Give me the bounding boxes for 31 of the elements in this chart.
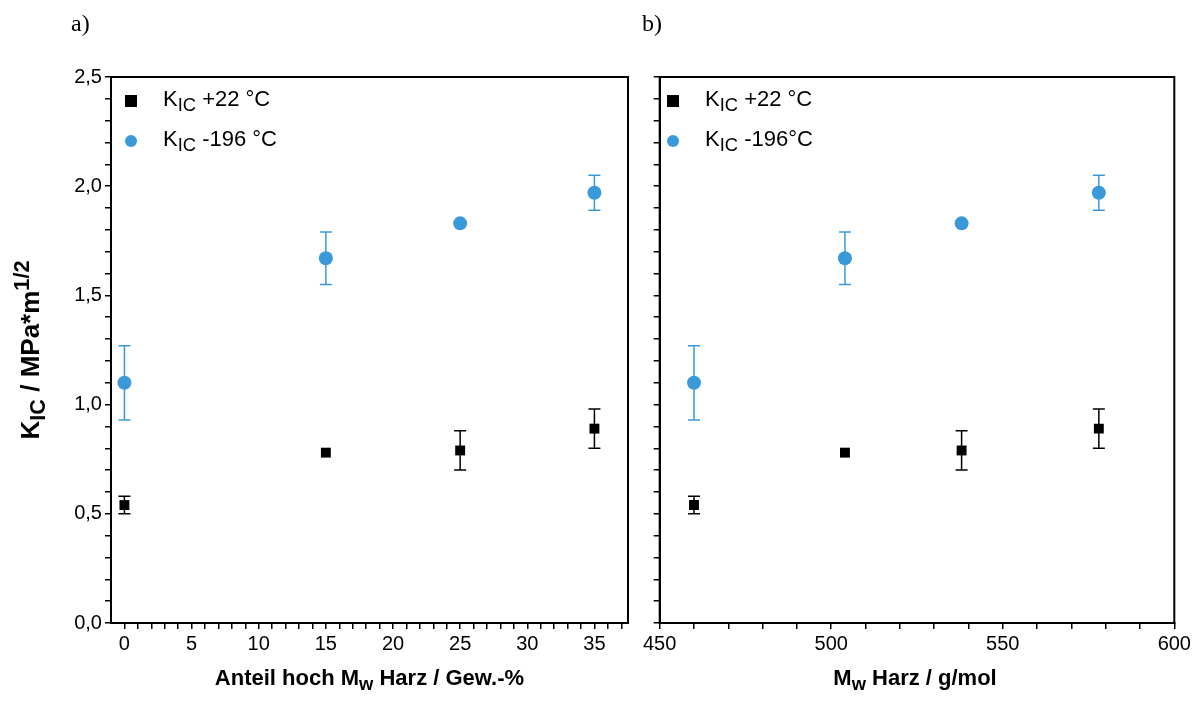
y-tick-label: 0,0 — [74, 610, 102, 633]
y-tick-label: 1,5 — [74, 282, 102, 305]
point — [320, 447, 331, 458]
x-tick-label: 20 — [381, 631, 405, 654]
point — [840, 447, 850, 458]
x-tick-label: 550 — [986, 631, 1020, 654]
x-tick-label: 35 — [583, 631, 606, 654]
legend-label: K$_{IC}$ +22 °C — [705, 85, 813, 117]
chart-title: a) — [71, 10, 90, 37]
legend-label: K$_{IC}$ +22 °C — [163, 85, 271, 117]
x-axis-title: M$_{w}$ Harz / g/mol — [832, 665, 998, 696]
legend-label: K$_{IC}$ -196 °C — [163, 125, 277, 157]
x-tick-label: 5 — [186, 631, 198, 654]
x-tick-label: 10 — [247, 631, 270, 654]
x-tick-label: 15 — [314, 631, 337, 654]
y-tick-label: 2,0 — [74, 173, 102, 196]
x-tick-label: 450 — [643, 631, 677, 654]
y-tick-label: 1,0 — [74, 392, 102, 415]
x-axis-title: Anteil hoch M$_{w}$ Harz / Gew.-% — [213, 665, 526, 696]
legend-label: K$_{IC}$ -196°C — [705, 125, 813, 157]
chart-title: b) — [642, 10, 662, 37]
point — [954, 216, 969, 231]
x-tick-label: 600 — [1157, 631, 1191, 654]
point — [453, 216, 468, 231]
y-tick-label: 2,5 — [74, 64, 102, 87]
y-tick-label: 0,5 — [74, 501, 102, 524]
x-tick-label: 0 — [118, 631, 130, 654]
point — [589, 423, 600, 434]
x-tick-label: 30 — [516, 631, 539, 654]
x-tick-label: 500 — [814, 631, 848, 654]
x-tick-label: 25 — [449, 631, 472, 654]
